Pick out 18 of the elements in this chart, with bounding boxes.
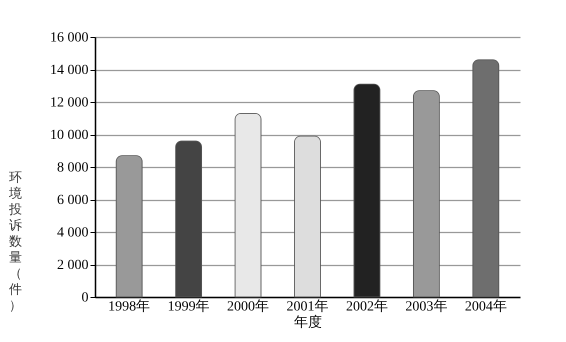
y-tick-label: 10 000 — [50, 128, 88, 143]
x-tick-label: 2003年 — [405, 298, 448, 314]
x-tick-label: 2000年 — [227, 298, 270, 314]
y-tick-label: 0 — [82, 290, 88, 306]
x-tick-label: 2001年 — [286, 298, 328, 314]
y-tick-label: 12 000 — [50, 96, 88, 110]
y-tick-label: 16 000 — [50, 30, 88, 46]
x-tick-label: 1999年 — [168, 298, 210, 314]
text: 环境投诉数量（件） — [9, 170, 22, 314]
x-axis-title: 年度 — [294, 314, 322, 330]
y-tick-label: 2 000 — [57, 258, 88, 273]
x-tick-label: 2002年 — [346, 298, 388, 314]
x-tick-label: 1998年 — [108, 298, 150, 314]
x-tick-label: 2004年 — [464, 298, 507, 314]
y-tick-label: 6 000 — [57, 193, 88, 208]
y-tick-label: 4 000 — [57, 226, 88, 240]
y-tick-label: 8 000 — [57, 160, 88, 176]
y-tick-label: 14 000 — [50, 63, 88, 78]
